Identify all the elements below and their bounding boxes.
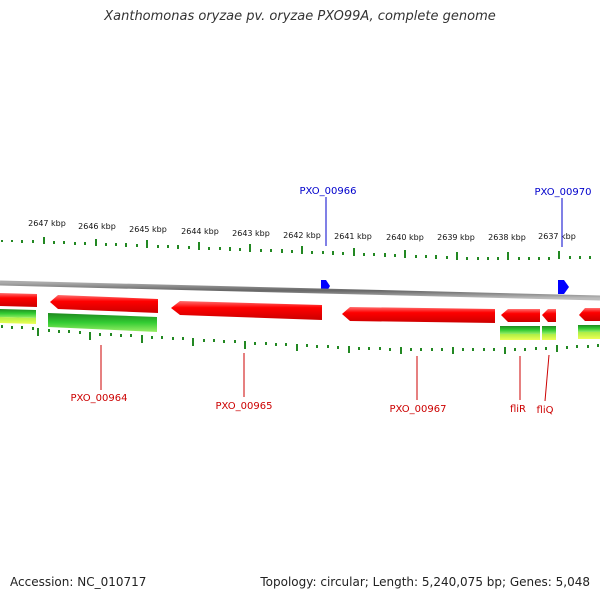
forward-gene-labels: PXO_00966 PXO_00970 [300, 186, 592, 247]
page-title: Xanthomonas oryzae pv. oryzae PXO99A, co… [104, 9, 496, 24]
gene-label-pxo-00967[interactable]: PXO_00967 [390, 404, 447, 415]
kbp-label: 2646 kbp [78, 222, 116, 231]
genome-backbone [0, 280, 600, 301]
gene-label-pxo-00966[interactable]: PXO_00966 [300, 186, 357, 197]
kbp-label: 2647 kbp [28, 219, 66, 228]
gene-arrow-reverse[interactable] [342, 307, 495, 323]
gene-arrow-reverse[interactable] [171, 301, 322, 320]
kbp-label: 2642 kbp [283, 231, 321, 240]
kbp-label: 2643 kbp [232, 229, 270, 238]
gene-arrow-reverse[interactable] [0, 293, 37, 307]
gene-label-pxo-00970[interactable]: PXO_00970 [535, 187, 592, 198]
kbp-label: 2637 kbp [538, 232, 576, 241]
gene-arrow-forward[interactable] [558, 280, 569, 294]
accession-text: Accession: NC_010717 [10, 575, 147, 589]
cds-bands [0, 309, 600, 340]
gene-label-flir[interactable]: fliR [510, 404, 526, 415]
kbp-label: 2640 kbp [386, 233, 424, 242]
gene-label-fliq[interactable]: fliQ [537, 405, 554, 416]
gene-label-pxo-00965[interactable]: PXO_00965 [216, 401, 273, 412]
kbp-label: 2645 kbp [129, 225, 167, 234]
bottom-tick-row [1, 325, 599, 354]
gene-label-pxo-00964[interactable]: PXO_00964 [71, 393, 128, 404]
gene-arrow-reverse[interactable] [501, 309, 540, 322]
top-tick-row [1, 237, 591, 260]
kbp-label: 2641 kbp [334, 232, 372, 241]
reverse-gene-labels: PXO_00964 PXO_00965 PXO_00967 fliR fliQ [71, 345, 554, 416]
gene-arrow-reverse[interactable] [579, 308, 600, 321]
kbp-labels: 2647 kbp 2646 kbp 2645 kbp 2644 kbp 2643… [28, 219, 576, 242]
kbp-label: 2638 kbp [488, 233, 526, 242]
gene-arrow-reverse[interactable] [542, 309, 556, 322]
kbp-label: 2639 kbp [437, 233, 475, 242]
reverse-genes [0, 293, 600, 323]
genome-summary-text: Topology: circular; Length: 5,240,075 bp… [260, 575, 590, 589]
kbp-label: 2644 kbp [181, 227, 219, 236]
gene-arrow-reverse[interactable] [50, 295, 158, 313]
